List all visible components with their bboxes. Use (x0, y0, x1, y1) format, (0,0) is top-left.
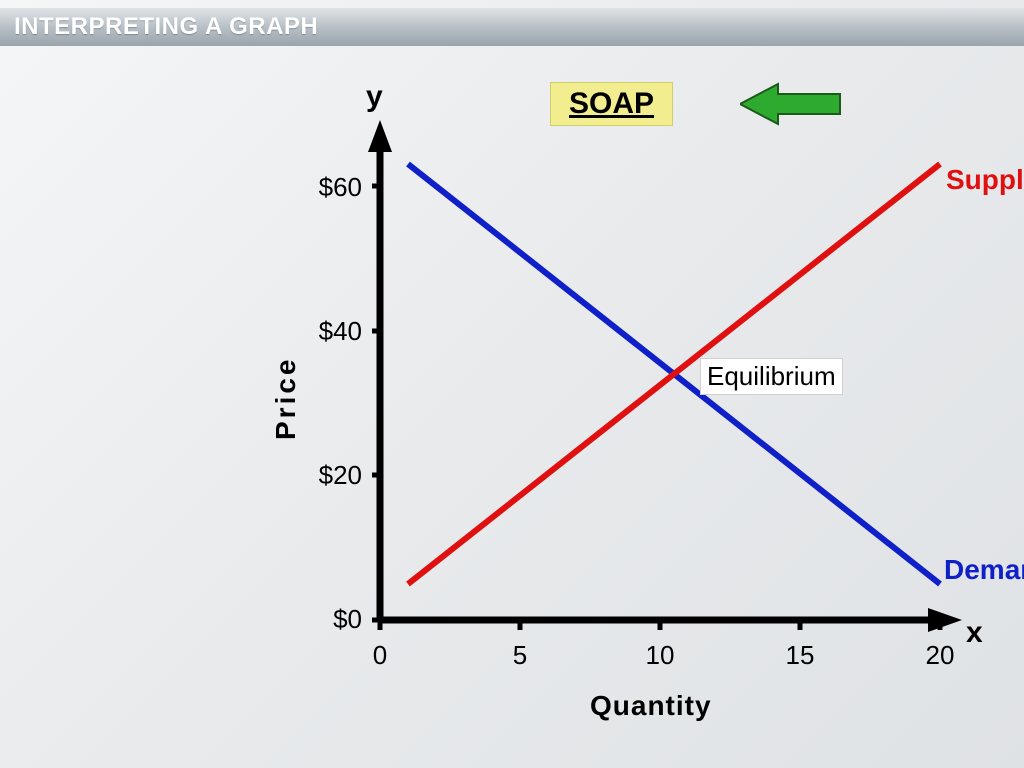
page-title: INTERPRETING A GRAPH (14, 13, 318, 41)
x-axis-name: x (966, 616, 983, 650)
soap-label: SOAP (569, 87, 654, 120)
x-tick-4: 20 (915, 640, 965, 671)
arrow-left-icon (740, 82, 850, 126)
y-axis-name: y (366, 80, 383, 114)
x-tick-3: 15 (775, 640, 825, 671)
y-tick-2: $40 (292, 316, 362, 347)
x-tick-2: 10 (635, 640, 685, 671)
y-axis-title: Price (270, 357, 302, 441)
y-tick-0: $0 (292, 604, 362, 635)
title-bar: INTERPRETING A GRAPH (0, 8, 1024, 46)
chart-area: SOAP y x $0 $20 $40 $60 0 5 10 1 (0, 60, 1024, 768)
equilibrium-label: Equilibrium (700, 358, 843, 395)
supply-label: Supply (946, 164, 1024, 196)
equilibrium-text: Equilibrium (707, 361, 836, 391)
x-axis-title: Quantity (590, 690, 712, 722)
soap-highlight: SOAP (550, 82, 673, 126)
x-tick-0: 0 (355, 640, 405, 671)
x-tick-1: 5 (495, 640, 545, 671)
y-tick-1: $20 (292, 460, 362, 491)
y-tick-3: $60 (292, 172, 362, 203)
demand-label: Demand (944, 554, 1024, 586)
